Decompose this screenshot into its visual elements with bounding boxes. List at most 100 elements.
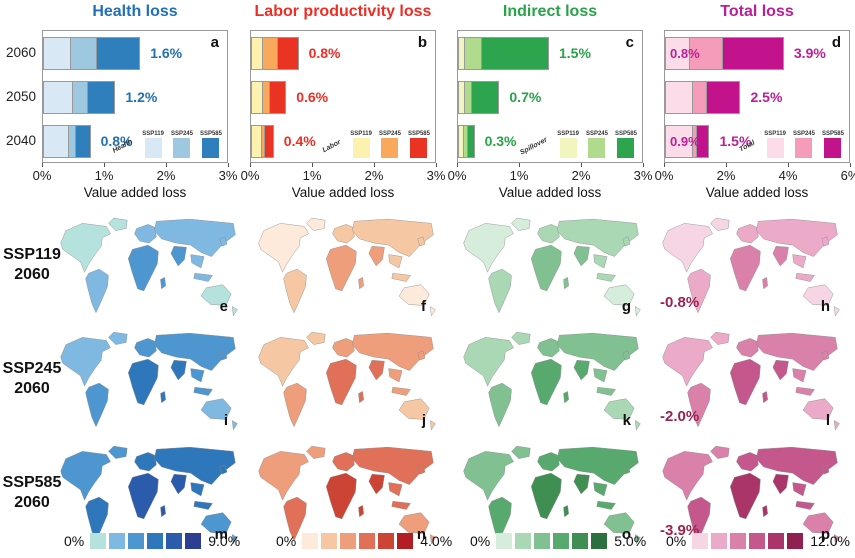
x-tick — [228, 163, 229, 167]
chart-title-indirect: Indirect loss — [502, 3, 598, 20]
continent-se-asia — [593, 254, 608, 269]
map-loss-annotation: -2.0% — [660, 408, 700, 425]
x-tick-label: 0% — [654, 168, 674, 183]
continent-asia — [756, 446, 838, 485]
continent-india — [368, 245, 385, 267]
colorbar-swatch — [572, 533, 589, 549]
continent-africa — [531, 472, 562, 520]
colorbar-swatch — [711, 533, 728, 549]
world-map-total — [662, 331, 840, 431]
bar-value-label: 0.6% — [296, 89, 329, 105]
continent-japan — [219, 464, 228, 475]
legend-swatch-SSP245 — [795, 138, 813, 158]
continent-new-zealand — [231, 420, 238, 431]
continent-madagascar — [160, 277, 166, 290]
continent-indonesia — [391, 273, 411, 282]
row-label-scenario: SSP245 — [2, 360, 62, 377]
continent-madagascar — [358, 391, 364, 404]
map-total-ssp245: l -2.0% — [652, 329, 848, 433]
bar-segment-SSP585 — [263, 125, 274, 158]
legend-swatch-SSP245 — [381, 138, 399, 158]
colorbar-swatch — [397, 533, 414, 549]
bar-labor-2060 — [251, 37, 299, 70]
continent-australia — [398, 284, 430, 306]
map-panel-letter: h — [820, 298, 830, 315]
colorbar-swatch — [591, 533, 608, 549]
x-tick — [726, 163, 727, 167]
continent-south-america — [283, 496, 307, 542]
continent-australia — [398, 398, 430, 420]
legend-item-SSP585: SSP585 — [200, 131, 222, 158]
bar-value-label: 2.5% — [750, 89, 783, 105]
continent-europe — [134, 224, 157, 244]
legend-item-label: SSP119 — [350, 131, 372, 137]
continent-japan — [821, 350, 830, 361]
x-tick — [166, 163, 167, 167]
continent-europe — [736, 224, 759, 244]
bar-segment-SSP245 — [69, 37, 97, 70]
bar-value-label: 3.9% — [793, 45, 826, 61]
year-label: 2060 — [5, 44, 36, 60]
continent-japan — [821, 464, 830, 475]
x-tick-label: 6% — [840, 168, 855, 183]
plot-area-indirect: c 1.5% 0.7% 0.3% Spillover SSP119 SSP245 SSP585 — [457, 30, 643, 163]
continent-india — [170, 245, 187, 267]
bar-value-label: 1.5% — [559, 45, 591, 61]
continent-africa — [326, 472, 357, 520]
map-labor-ssp245: j — [248, 329, 444, 433]
continent-north-america — [258, 451, 309, 501]
bar-value-label: 1.5% — [719, 133, 752, 149]
continent-se-asia — [388, 482, 403, 497]
continent-asia — [352, 218, 434, 257]
plot-area-health: a 1.6% 1.2% 0.8% Health SSP119 SSP245 SSP585 — [42, 30, 228, 163]
legend-title: Total — [738, 139, 756, 154]
map-loss-annotation: -3.9% — [660, 522, 700, 539]
bar-segment-SSP245 — [688, 37, 723, 70]
world-map-indirect — [463, 217, 641, 317]
continent-north-america — [60, 337, 111, 387]
map-total-ssp119: h -0.8% — [652, 215, 848, 319]
legend-item-SSP119: SSP119 — [142, 131, 164, 158]
continent-australia — [200, 284, 232, 306]
continent-madagascar — [762, 277, 768, 290]
continent-africa — [730, 472, 761, 520]
continent-north-america — [60, 451, 111, 501]
x-tick — [850, 163, 851, 167]
continent-indonesia — [391, 387, 411, 396]
legend-item-SSP245: SSP245 — [171, 131, 193, 158]
map-indirect-ssp245: k — [453, 329, 649, 433]
continent-se-asia — [190, 254, 205, 269]
map-panel-letter: g — [621, 298, 631, 315]
world-map-health — [60, 217, 238, 317]
continent-australia — [398, 512, 430, 534]
continent-new-zealand — [429, 534, 436, 545]
bar-segment-SSP245 — [262, 37, 278, 70]
bar-value-label: 1.6% — [150, 45, 183, 61]
continent-japan — [417, 464, 426, 475]
bar-value-label: 0.3% — [484, 133, 517, 149]
continent-se-asia — [792, 254, 807, 269]
continent-asia — [557, 218, 639, 257]
continent-new-zealand — [429, 420, 436, 431]
legend-item-label: SSP585 — [821, 131, 844, 137]
colorbar-swatch — [787, 533, 804, 549]
colorbar-max-label: 5.0% — [614, 533, 647, 549]
continent-japan — [622, 236, 631, 247]
colorbar-swatch — [166, 533, 183, 549]
colorbar-swatch — [515, 533, 532, 549]
legend-swatch-SSP119 — [352, 138, 370, 158]
x-axis-label: Value added loss — [705, 185, 809, 200]
continent-indonesia — [795, 387, 815, 396]
continent-australia — [802, 284, 834, 306]
legend-title: Spillover — [518, 136, 549, 157]
continent-africa — [128, 358, 159, 406]
continent-madagascar — [563, 391, 569, 404]
legend-swatch-SSP585 — [410, 138, 428, 158]
bar-total-2060 — [665, 37, 784, 70]
continent-japan — [417, 350, 426, 361]
continent-europe — [332, 338, 355, 358]
continent-japan — [622, 464, 631, 475]
legend-item-SSP119: SSP119 — [557, 131, 579, 158]
x-axis-label: Value added loss — [498, 185, 602, 200]
panel-letter: b — [417, 34, 427, 51]
